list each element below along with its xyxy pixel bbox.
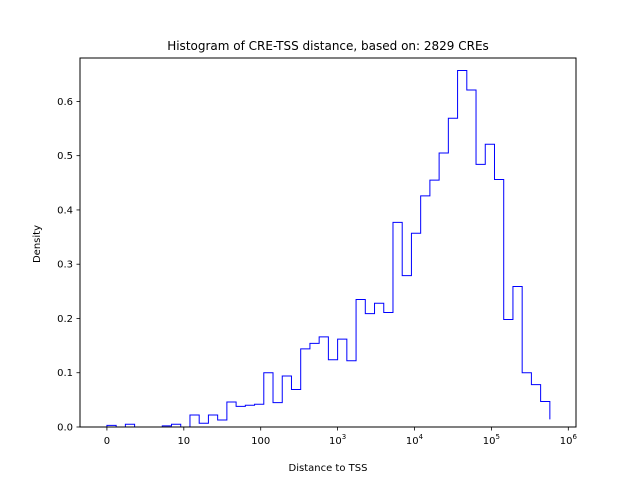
y-tick-label: 0.1 xyxy=(57,368,73,379)
x-tick-label: 104 xyxy=(406,433,424,447)
x-tick-label: 0 xyxy=(104,436,110,447)
x-tick-label: 103 xyxy=(329,433,346,447)
y-tick-label: 0.2 xyxy=(57,314,73,325)
x-axis: 0 10 100 103 104 105 106 xyxy=(104,427,578,447)
y-tick-label: 0.6 xyxy=(57,97,73,108)
x-tick-label: 10 xyxy=(177,436,190,447)
y-tick-label: 0.5 xyxy=(57,151,73,162)
chart-title: Histogram of CRE-TSS distance, based on:… xyxy=(167,39,489,53)
axes-frame xyxy=(79,57,577,428)
y-tick-label: 0.3 xyxy=(57,260,73,271)
x-tick-label: 105 xyxy=(483,433,500,447)
y-tick-label: 0.0 xyxy=(57,423,73,434)
y-axis: 0.0 0.1 0.2 0.3 0.4 0.5 0.6 xyxy=(57,97,80,434)
plot-area xyxy=(106,69,551,428)
x-tick-label: 106 xyxy=(560,433,578,447)
x-tick-label: 100 xyxy=(251,436,270,447)
y-axis-label: Density xyxy=(32,225,43,263)
y-tick-label: 0.4 xyxy=(57,205,73,216)
x-axis-label: Distance to TSS xyxy=(289,463,368,474)
histogram-step-line xyxy=(106,69,551,428)
